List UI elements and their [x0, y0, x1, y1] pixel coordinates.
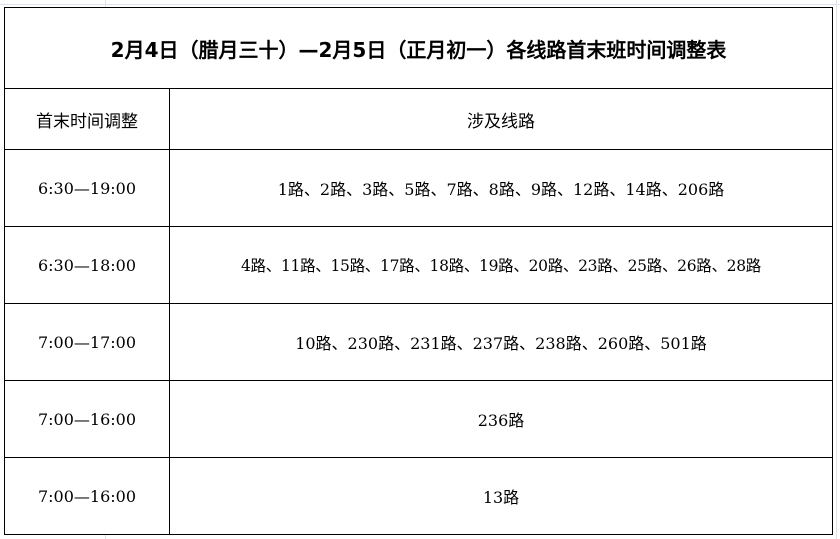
routes-cell: 13路 — [169, 457, 833, 535]
sheet-gridline — [0, 4, 840, 5]
header-time: 首末时间调整 — [4, 88, 170, 150]
routes-cell: 4路、11路、15路、17路、18路、19路、20路、23路、25路、26路、2… — [169, 226, 833, 304]
header-routes: 涉及线路 — [169, 88, 833, 150]
routes-cell: 10路、230路、231路、237路、238路、260路、501路 — [169, 303, 833, 381]
time-cell: 7:00—16:00 — [4, 380, 170, 458]
table-row: 7:00—17:00 10路、230路、231路、237路、238路、260路、… — [4, 303, 833, 381]
table-row: 6:30—18:00 4路、11路、15路、17路、18路、19路、20路、23… — [4, 226, 833, 304]
header-row: 首末时间调整 涉及线路 — [4, 88, 833, 150]
routes-cell: 236路 — [169, 380, 833, 458]
table-row: 7:00—16:00 236路 — [4, 380, 833, 458]
sheet-gridline — [836, 0, 837, 539]
schedule-table: 2月4日（腊月三十）—2月5日（正月初一）各线路首末班时间调整表 首末时间调整 … — [4, 7, 833, 535]
time-cell: 6:30—19:00 — [4, 149, 170, 227]
table-row: 6:30—19:00 1路、2路、3路、5路、7路、8路、9路、12路、14路、… — [4, 149, 833, 227]
table-title: 2月4日（腊月三十）—2月5日（正月初一）各线路首末班时间调整表 — [4, 7, 833, 89]
time-cell: 6:30—18:00 — [4, 226, 170, 304]
routes-cell: 1路、2路、3路、5路、7路、8路、9路、12路、14路、206路 — [169, 149, 833, 227]
time-cell: 7:00—17:00 — [4, 303, 170, 381]
table-row: 7:00—16:00 13路 — [4, 457, 833, 535]
time-cell: 7:00—16:00 — [4, 457, 170, 535]
title-row: 2月4日（腊月三十）—2月5日（正月初一）各线路首末班时间调整表 — [4, 7, 833, 89]
